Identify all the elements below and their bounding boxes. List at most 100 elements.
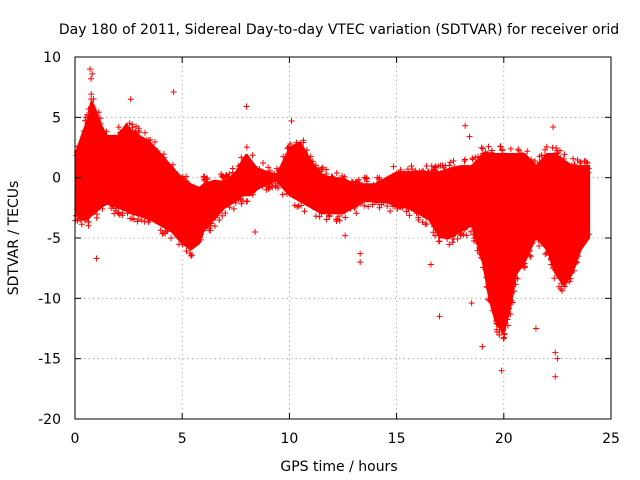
data-point [156, 151, 163, 158]
data-point [535, 237, 542, 244]
data-point [497, 155, 504, 162]
data-point [300, 139, 307, 146]
data-point [183, 178, 190, 185]
data-point [412, 167, 419, 174]
data-point [560, 155, 567, 162]
data-point [413, 210, 420, 217]
data-point [382, 197, 389, 204]
data-point [307, 198, 314, 205]
data-point [447, 159, 454, 166]
data-point [260, 160, 267, 166]
data-point [151, 138, 158, 145]
data-point [133, 205, 140, 212]
data-point [294, 203, 301, 210]
data-point [188, 252, 195, 259]
data-point [241, 189, 248, 196]
data-point [236, 167, 243, 174]
data-point [238, 200, 245, 207]
data-point [518, 150, 525, 157]
data-point [159, 230, 166, 237]
data-point [408, 163, 415, 170]
data-point [280, 181, 287, 188]
data-point [566, 278, 573, 285]
data-point [232, 199, 239, 206]
data-point [235, 163, 242, 170]
data-point [461, 157, 468, 164]
data-point [323, 170, 330, 177]
data-point [119, 128, 126, 135]
data-point [185, 183, 192, 190]
data-point [308, 202, 315, 209]
data-point [312, 213, 319, 220]
data-point [567, 275, 574, 282]
data-point [485, 143, 492, 150]
data-point [232, 174, 239, 181]
data-point [351, 198, 358, 205]
data-point [556, 283, 563, 290]
data-point [161, 157, 168, 164]
data-point [479, 145, 486, 152]
data-point [554, 149, 561, 156]
data-point [472, 154, 479, 161]
data-point [301, 150, 308, 157]
x-tick-label: 0 [71, 431, 80, 447]
data-point [387, 178, 394, 185]
data-point [287, 140, 294, 147]
data-point [164, 228, 171, 235]
data-point [333, 177, 340, 184]
data-point [328, 173, 335, 180]
data-point [506, 305, 513, 312]
data-point [188, 252, 195, 259]
data-point [378, 201, 385, 208]
data-point [475, 153, 482, 160]
data-point [267, 167, 274, 174]
data-point [256, 165, 263, 172]
data-point [551, 275, 558, 282]
data-point [143, 137, 150, 144]
data-point [103, 135, 110, 142]
outlier-point [554, 355, 561, 362]
outlier-point [357, 259, 364, 266]
data-point [492, 317, 499, 324]
data-point [543, 242, 550, 249]
data-point [520, 257, 527, 264]
data-point [243, 155, 250, 162]
data-point [194, 190, 201, 197]
data-point [446, 241, 453, 248]
data-point [372, 185, 379, 192]
outlier-point [468, 300, 475, 307]
data-point [341, 203, 348, 210]
data-point [390, 163, 397, 170]
data-point [312, 162, 319, 169]
data-point [244, 198, 251, 205]
data-point [361, 202, 368, 209]
data-point [536, 243, 543, 250]
data-point [218, 172, 225, 179]
data-point [119, 201, 126, 208]
data-point [135, 216, 142, 223]
data-point [300, 194, 307, 201]
data-point [445, 227, 452, 234]
outlier-point [170, 88, 177, 95]
data-point [238, 154, 245, 161]
data-point [504, 322, 511, 329]
outlier-point [252, 228, 259, 235]
outlier-point [550, 123, 557, 130]
data-point [406, 212, 413, 219]
data-point [419, 219, 426, 226]
data-point [285, 143, 292, 150]
data-point [190, 241, 197, 247]
outlier-point [498, 367, 505, 374]
chart-title: Day 180 of 2011, Sidereal Day-to-day VTE… [59, 22, 619, 38]
data-point [514, 275, 521, 282]
data-point [555, 155, 562, 162]
data-point [555, 268, 562, 275]
data-point [90, 106, 97, 113]
data-point [534, 229, 541, 236]
data-point [572, 260, 579, 267]
data-point [548, 261, 555, 268]
data-point [483, 283, 490, 290]
data-point [368, 184, 375, 191]
data-point [435, 163, 442, 170]
data-point [371, 198, 378, 205]
